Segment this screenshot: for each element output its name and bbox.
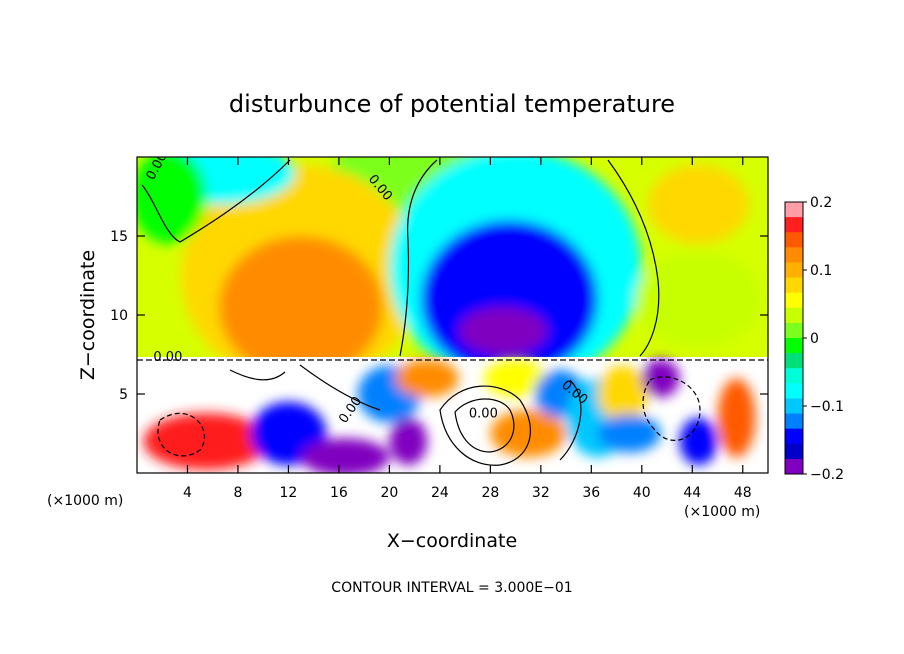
x-tick-label: 36 [582,485,600,501]
x-unit-left: (×1000 m) [47,493,123,509]
contour-label-2: 0.00 [153,350,182,365]
field-region-17 [490,409,567,458]
colorbar-tick-label: 0 [810,331,819,347]
x-tick-label: 12 [280,485,298,501]
y-tick-label: 15 [110,229,128,245]
y-tick-label: 10 [110,308,128,324]
colorbar-tick-label: −0.2 [810,467,844,483]
field-region-20 [597,365,649,423]
y-axis: 5 10 15 [110,229,768,403]
contour-interval-note: CONTOUR INTERVAL = 3.000E−01 [331,580,572,596]
plot-area: 0.000.000.000.00 0.000.00 [137,157,768,473]
field-region-2 [219,236,384,379]
field-region-22 [717,378,756,458]
contour-label-4: 0.00 [469,407,498,422]
colorbar-segment [785,428,803,445]
field-region-10 [143,412,270,470]
field-region-23 [679,417,718,466]
x-axis: 4 8 12 16 20 24 28 32 36 40 44 48 [183,157,752,501]
field-region-8 [137,157,207,244]
x-tick-label: 48 [734,485,752,501]
x-unit-right: (×1000 m) [684,504,760,520]
field-region-5 [458,307,548,355]
colorbar-segment [785,338,803,354]
x-tick-label: 40 [633,485,651,501]
lower-contour-4 [157,412,206,457]
upper-field [137,157,762,387]
colorbar-segment [785,458,803,475]
zero-contour-left [141,159,291,243]
x-tick-label: 28 [481,485,499,501]
colorbar-segment [785,413,803,430]
x-tick-label: 44 [683,485,701,501]
x-tick-label: 24 [431,485,449,501]
colorbar-segment [785,262,803,279]
contour-lines [137,159,768,466]
chart-title: disturbunce of potential temperature [229,90,675,118]
zero-contour-right [607,159,660,357]
colorbar-segment [785,217,803,233]
y-axis-label: Z−coordinate [77,250,99,380]
colorbar-segment [785,383,803,399]
lower-contour-3 [299,364,381,411]
field-region-4 [420,220,598,379]
colorbar-segment [785,353,803,369]
lower-contour-5 [642,376,701,441]
colorbar-segment [785,247,803,263]
colorbar-tick-label: 0.1 [810,263,832,279]
field-region-12 [301,438,390,473]
field-region-9 [635,251,762,347]
x-tick-label: 20 [380,485,398,501]
x-tick-label: 16 [330,485,348,501]
lower-contour-2 [454,398,515,453]
colorbar: 0.2 0.1 0 −0.1 −0.2 [784,195,844,483]
colorbar-segment [785,443,803,460]
colorbar-segment [785,322,803,339]
x-tick-label: 4 [183,485,192,501]
colorbar-segment [785,292,803,309]
colorbar-segment [785,398,803,415]
colorbar-segment [785,307,803,324]
lower-contour-6 [559,379,582,461]
colorbar-segment [785,277,803,294]
lower-contour-7 [229,369,286,381]
colorbar-tick-label: −0.1 [810,399,844,415]
lower-contour-1 [439,385,531,466]
colorbar-tick-label: 0.2 [810,195,832,211]
field-region-15 [395,359,459,398]
colorbar-segment [785,232,803,248]
x-tick-label: 8 [233,485,242,501]
x-axis-label: X−coordinate [387,530,517,552]
y-tick-label: 5 [119,387,128,403]
field-region-24 [641,359,680,398]
zero-contour-middle [399,159,438,357]
colorbar-segment [785,202,803,218]
field-region-7 [648,164,750,244]
field-region-14 [389,417,428,466]
field-region-21 [597,414,661,453]
colorbar-segment [785,368,803,384]
x-tick-label: 32 [532,485,550,501]
